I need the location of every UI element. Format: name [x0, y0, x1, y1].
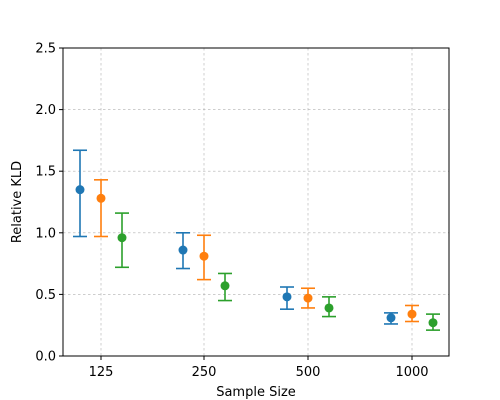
x-tick-label: 250: [192, 365, 217, 380]
data-point: [75, 185, 85, 195]
error-bar-point: [115, 212, 129, 269]
y-tick-label: 0.5: [35, 288, 56, 303]
error-bar-point: [301, 287, 315, 309]
data-point: [303, 293, 313, 303]
x-tick-label: 500: [296, 365, 321, 380]
data-point: [199, 251, 209, 261]
data-point: [282, 292, 292, 302]
error-bar-point: [197, 234, 211, 281]
y-tick-label: 0.0: [35, 350, 56, 365]
y-axis-label: Relative KLD: [10, 161, 25, 243]
data-point: [386, 313, 396, 323]
data-point: [178, 245, 188, 255]
data-point: [96, 193, 106, 203]
x-tick-label: 125: [89, 365, 114, 380]
y-tick-label: 2.0: [35, 103, 56, 118]
data-point: [324, 303, 334, 313]
x-axis: 125 250 500 1000: [89, 356, 429, 380]
y-tick-label: 1.5: [35, 165, 56, 180]
data-point: [407, 309, 417, 319]
data-point: [117, 233, 127, 243]
error-bar-point: [73, 149, 87, 238]
grid: [63, 47, 449, 357]
y-axis: 0.0 0.5 1.0 1.5 2.0 2.5: [35, 42, 63, 365]
error-bar-point: [384, 312, 398, 325]
error-bar-point: [322, 296, 336, 318]
error-bar-point: [280, 286, 294, 310]
data-point: [220, 281, 230, 291]
error-bar-point: [176, 232, 190, 270]
error-bar-point: [94, 179, 108, 238]
error-bar-point: [218, 272, 232, 302]
x-axis-label: Sample Size: [216, 385, 296, 400]
data-marks: [73, 149, 440, 331]
plot-frame: [62, 47, 450, 357]
y-tick-label: 2.5: [35, 42, 56, 57]
x-tick-label: 1000: [395, 365, 428, 380]
y-tick-label: 1.0: [35, 226, 56, 241]
data-point: [428, 318, 438, 328]
error-bar-point: [426, 313, 440, 331]
error-bar-point: [405, 304, 419, 323]
